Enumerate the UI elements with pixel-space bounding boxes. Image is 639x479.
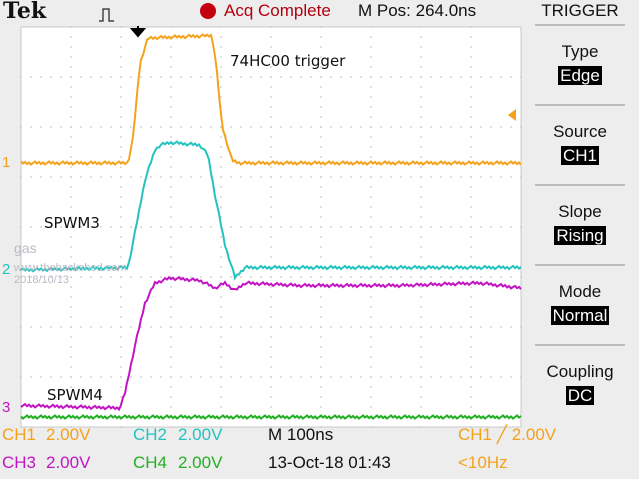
ch1-scale: 2.00V xyxy=(46,425,91,444)
trigger-frequency: <10Hz xyxy=(458,453,508,472)
menu-divider xyxy=(535,184,625,186)
coupling-value: DC xyxy=(565,386,595,405)
ch4-trace xyxy=(20,414,522,420)
watermark-line2: www.thebackshed.com xyxy=(14,262,127,274)
trigger-readout: CH1 ╱ 2.00V xyxy=(458,425,557,444)
ch3-scale: 2.00V xyxy=(46,453,91,472)
trigger-position-icon xyxy=(129,26,147,38)
slope-label: Slope xyxy=(558,202,602,221)
trigger-menu-title: TRIGGER xyxy=(541,1,619,20)
menu-divider xyxy=(535,264,625,266)
trigger-annotation: 74HC00 trigger xyxy=(230,52,346,70)
coupling-button[interactable]: DC xyxy=(521,386,639,406)
datetime: 13-Oct-18 01:43 xyxy=(268,453,391,472)
slope-value: Rising xyxy=(554,226,606,245)
mode-label: Mode xyxy=(558,282,602,301)
watermark-line1: gas xyxy=(14,240,37,256)
coupling-label: Coupling xyxy=(546,362,614,381)
acq-status: Acq Complete xyxy=(224,1,331,20)
ch4-label: CH4 xyxy=(133,453,168,472)
ch2-ground-marker[interactable]: 2 xyxy=(2,261,11,278)
menu-divider xyxy=(535,24,625,26)
ch1-trace xyxy=(20,33,522,166)
menu-divider xyxy=(535,104,625,106)
type-label: Type xyxy=(561,42,599,61)
acquisition-pulse-icon xyxy=(99,8,114,22)
ch2-trace xyxy=(20,140,522,281)
m-position: M Pos: 264.0ns xyxy=(358,1,477,20)
menu-divider xyxy=(535,344,625,346)
graticule-grid xyxy=(20,26,522,428)
ch1-label: CH1 xyxy=(2,425,37,444)
slope-button[interactable]: Rising xyxy=(521,226,639,246)
source-button[interactable]: CH1 xyxy=(521,146,639,166)
source-value: CH1 xyxy=(560,146,599,165)
timebase: M 100ns xyxy=(268,425,334,444)
spwm3-annotation: SPWM3 xyxy=(44,214,100,232)
ch1-ground-marker[interactable]: 1 xyxy=(2,154,11,171)
mode-value: Normal xyxy=(550,306,610,325)
spwm4-annotation: SPWM4 xyxy=(47,386,103,404)
type-value: Edge xyxy=(558,66,602,85)
ch3-label: CH3 xyxy=(2,453,37,472)
ch3-trace xyxy=(20,275,522,412)
brand-logo: Tek xyxy=(3,0,47,24)
mode-button[interactable]: Normal xyxy=(521,306,639,326)
ch2-scale: 2.00V xyxy=(178,425,223,444)
trigger-level-icon xyxy=(508,109,516,121)
ch4-scale: 2.00V xyxy=(178,453,223,472)
watermark-line3: 2018/10/13 xyxy=(14,274,70,286)
ch2-label: CH2 xyxy=(133,425,168,444)
ch3-ground-marker[interactable]: 3 xyxy=(2,399,11,416)
acq-status-icon xyxy=(200,3,216,19)
source-label: Source xyxy=(553,122,607,141)
type-button[interactable]: Edge xyxy=(521,66,639,86)
